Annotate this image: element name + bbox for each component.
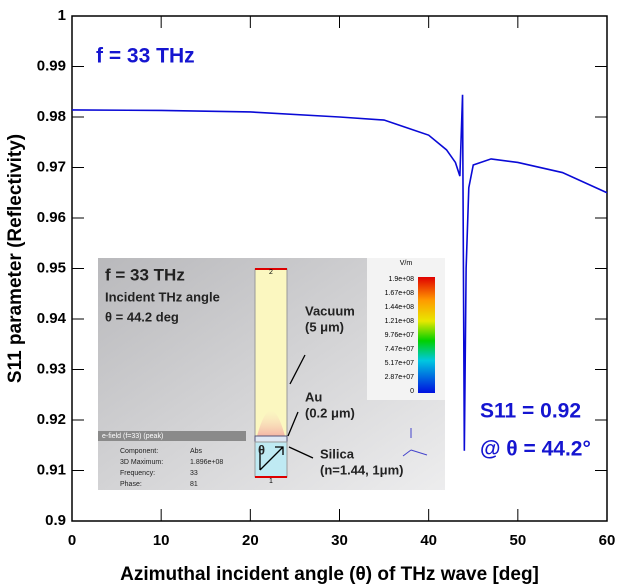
inset-label: Au (305, 389, 322, 404)
inset (98, 258, 445, 490)
colorbar-label: 0 (410, 388, 414, 395)
inset-label: f = 33 THz (105, 265, 185, 284)
y-tick-label: 0.9 (45, 512, 66, 529)
colorbar-label: 1.67e+08 (385, 290, 414, 297)
inset-label: (n=1.44, 1μm) (320, 462, 403, 477)
colorbar-label: 9.76e+07 (385, 332, 414, 339)
colorbar-label: 7.47e+07 (385, 346, 414, 353)
colorbar (418, 277, 435, 393)
colorbar-label: 5.17e+07 (385, 360, 414, 367)
port-label: 1 (269, 478, 273, 485)
x-tick-label: 0 (68, 532, 76, 549)
field-glow (257, 410, 285, 436)
annotation: f = 33 THz (96, 45, 195, 68)
efield-cell: 3D Maximum: (120, 459, 163, 466)
x-axis-label: Azimuthal incident angle (θ) of THz wave… (120, 564, 539, 585)
y-tick-label: 0.97 (37, 158, 66, 175)
inset-label: Silica (320, 446, 355, 461)
y-tick-label: 0.91 (37, 461, 66, 478)
port-label: 2 (269, 269, 273, 276)
y-tick-label: 0.94 (37, 310, 67, 327)
y-tick-label: 1 (58, 7, 66, 24)
colorbar-unit: V/m (400, 260, 413, 267)
y-tick-label: 0.99 (37, 57, 66, 74)
inset-label: (5 μm) (305, 319, 344, 334)
inset-label: Vacuum (305, 303, 355, 318)
x-tick-label: 30 (331, 532, 348, 549)
x-tick-label: 60 (599, 532, 616, 549)
efield-cell: 1.896e+08 (190, 459, 223, 466)
leader-lines (287, 354, 314, 459)
colorbar-label: 1.9e+08 (389, 276, 415, 283)
annotation: @ θ = 44.2° (480, 438, 591, 461)
inset-label: θ (258, 442, 265, 457)
au-layer (254, 435, 288, 443)
axes-icon (402, 428, 428, 457)
inset-label: Incident THz angle (105, 289, 220, 304)
inset-label: θ = 44.2 deg (105, 309, 179, 324)
colorbar-label: 1.44e+08 (385, 304, 414, 311)
y-tick-label: 0.98 (37, 108, 66, 125)
vacuum-layer (254, 268, 288, 437)
y-axis-label: S11 parameter (Reflectivity) (5, 134, 26, 383)
x-tick-label: 50 (509, 532, 526, 549)
inset-label: (0.2 μm) (305, 405, 355, 420)
x-tick-label: 40 (420, 532, 437, 549)
x-tick-label: 10 (153, 532, 170, 549)
efield-cell: Component: (120, 448, 158, 455)
efield-cell: Abs (190, 448, 203, 455)
efield-header (98, 431, 246, 441)
efield-cell: Frequency: (120, 470, 155, 477)
efield-cell: 81 (190, 481, 198, 488)
x-tick-label: 20 (242, 532, 259, 549)
efield-title: e-field (f=33) (peak) (102, 433, 163, 440)
y-tick-label: 0.93 (37, 360, 66, 377)
data-line (71, 94, 608, 451)
colorbar-label: 1.21e+08 (385, 318, 414, 325)
efield-cell: 33 (190, 470, 198, 477)
y-tick-label: 0.95 (37, 259, 66, 276)
colorbar-label: 2.87e+07 (385, 374, 414, 381)
y-tick-label: 0.96 (37, 209, 66, 226)
angle-arrow (259, 446, 284, 471)
y-tick-label: 0.92 (37, 411, 66, 428)
efield-cell: Phase: (120, 481, 142, 488)
annotation: S11 = 0.92 (480, 400, 581, 423)
